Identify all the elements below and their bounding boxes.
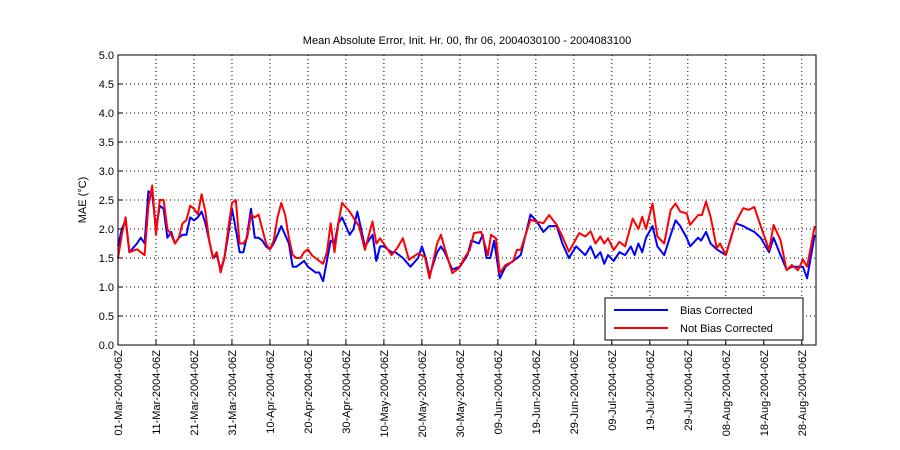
x-tick-label: 31-Mar-2004-06Z: [227, 350, 239, 436]
x-tick-label: 01-Mar-2004-06Z: [113, 350, 125, 436]
y-tick-label: 1.5: [99, 253, 114, 265]
y-tick-label: 3.0: [99, 166, 114, 178]
x-tick-label: 20-Apr-2004-06Z: [303, 350, 315, 434]
chart-title: Mean Absolute Error, Init. Hr. 00, fhr 0…: [303, 35, 631, 47]
y-tick-label: 0.5: [99, 311, 114, 323]
y-ticks: 0.0 0.5 1.0 1.5 2.0 2.5 3.0 3.5 4.0 4.5 5.0: [99, 50, 123, 352]
y-tick-label: 3.5: [99, 137, 114, 149]
x-tick-label: 10-Apr-2004-06Z: [265, 350, 277, 434]
x-tick-label: 30-Apr-2004-06Z: [341, 350, 353, 434]
y-axis-label: MAE (°C): [77, 177, 89, 224]
x-tick-label: 30-May-2004-06Z: [455, 350, 467, 438]
y-tick-label: 2.0: [99, 224, 114, 236]
y-tick-label: 5.0: [99, 50, 114, 62]
x-tick-label: 08-Aug-2004-06Z: [721, 350, 733, 437]
x-tick-label: 19-Jul-2004-06Z: [645, 350, 657, 431]
x-tick-label: 18-Aug-2004-06Z: [759, 350, 771, 437]
y-tick-label: 0.0: [99, 340, 114, 352]
x-tick-label: 29-Jun-2004-06Z: [569, 350, 581, 435]
grid: [117, 54, 816, 346]
y-tick-label: 4.5: [99, 79, 114, 91]
x-tick-label: 09-Jun-2004-06Z: [493, 350, 505, 435]
x-tick-label: 11-Mar-2004-06Z: [151, 350, 163, 435]
legend-label-bias-corrected: Bias Corrected: [680, 305, 753, 317]
legend: Bias Corrected Not Bias Corrected: [604, 297, 804, 341]
x-tick-label: 10-May-2004-06Z: [379, 350, 391, 438]
x-tick-label: 29-Jul-2004-06Z: [683, 350, 695, 431]
series-lines: [117, 184, 816, 283]
x-tick-label: 20-May-2004-06Z: [417, 350, 429, 438]
legend-label-not-bias-corrected: Not Bias Corrected: [680, 323, 773, 335]
legend-box: [604, 297, 804, 341]
y-tick-label: 2.5: [99, 195, 114, 207]
y-tick-label: 1.0: [99, 282, 114, 294]
y-tick-label: 4.0: [99, 108, 114, 120]
x-tick-label: 28-Aug-2004-06Z: [797, 350, 809, 437]
x-tick-label: 19-Jun-2004-06Z: [531, 350, 543, 435]
x-tick-label: 09-Jul-2004-06Z: [607, 350, 619, 431]
x-tick-label: 21-Mar-2004-06Z: [189, 350, 201, 436]
x-ticks: 01-Mar-2004-06Z 11-Mar-2004-06Z 21-Mar-200…: [113, 340, 809, 437]
series-line-not-bias-corrected: [117, 184, 816, 280]
